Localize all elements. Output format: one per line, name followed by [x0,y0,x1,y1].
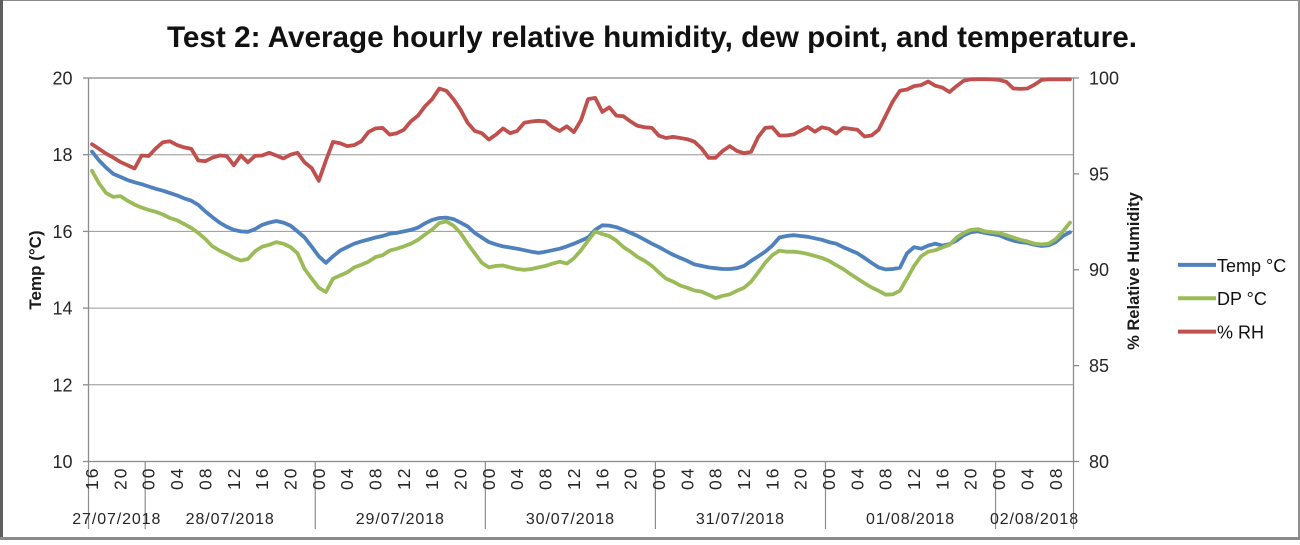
svg-text:02/08/2018: 02/08/2018 [990,511,1079,528]
svg-text:12: 12 [394,467,414,490]
svg-text:100: 100 [1089,69,1119,89]
svg-text:00: 00 [139,467,159,490]
svg-text:16: 16 [52,222,72,242]
svg-text:20: 20 [281,467,301,490]
svg-text:04: 04 [167,467,187,490]
svg-text:31/07/2018: 31/07/2018 [696,511,785,528]
svg-text:95: 95 [1089,164,1109,184]
svg-text:04: 04 [847,467,867,490]
svg-text:08: 08 [706,467,726,490]
svg-text:00: 00 [819,467,839,490]
svg-text:01/08/2018: 01/08/2018 [866,511,955,528]
svg-text:12: 12 [52,375,72,395]
svg-text:16: 16 [762,467,782,490]
svg-text:16: 16 [252,467,272,490]
svg-text:20: 20 [621,467,641,490]
svg-text:12: 12 [904,467,924,490]
svg-text:00: 00 [989,467,1009,490]
svg-text:90: 90 [1089,260,1109,280]
svg-text:12: 12 [734,467,754,490]
svg-text:04: 04 [677,467,697,490]
svg-text:08: 08 [366,467,386,490]
svg-text:04: 04 [337,467,357,490]
svg-text:28/07/2018: 28/07/2018 [186,511,275,528]
svg-text:16: 16 [932,467,952,490]
svg-text:10: 10 [52,452,72,472]
svg-text:04: 04 [507,467,527,490]
svg-text:08: 08 [195,467,215,490]
svg-text:16: 16 [592,467,612,490]
svg-text:85: 85 [1089,356,1109,376]
svg-text:20: 20 [961,467,981,490]
svg-text:20: 20 [110,467,130,490]
svg-text:00: 00 [309,467,329,490]
svg-text:DP °C: DP °C [1217,289,1267,309]
svg-text:Temp °C: Temp °C [1217,256,1286,276]
svg-text:16: 16 [82,467,102,490]
svg-text:% Relative Humidity: % Relative Humidity [1125,191,1143,350]
svg-text:29/07/2018: 29/07/2018 [356,511,445,528]
svg-text:20: 20 [52,69,72,89]
svg-text:Temp (°C): Temp (°C) [26,230,45,309]
svg-text:14: 14 [52,299,72,319]
svg-text:30/07/2018: 30/07/2018 [526,511,615,528]
svg-text:20: 20 [791,467,811,490]
svg-text:08: 08 [1046,467,1066,490]
svg-text:12: 12 [224,467,244,490]
svg-text:00: 00 [649,467,669,490]
svg-text:08: 08 [536,467,556,490]
svg-text:27/07/2018: 27/07/2018 [72,511,161,528]
svg-text:80: 80 [1089,452,1109,472]
svg-text:12: 12 [564,467,584,490]
svg-text:18: 18 [52,145,72,165]
svg-text:16: 16 [422,467,442,490]
svg-text:04: 04 [1017,467,1037,490]
svg-text:08: 08 [876,467,896,490]
svg-text:Test 2: Average hourly relativ: Test 2: Average hourly relative humidity… [167,21,1137,54]
svg-text:% RH: % RH [1217,323,1264,343]
svg-text:20: 20 [451,467,471,490]
svg-text:00: 00 [479,467,499,490]
